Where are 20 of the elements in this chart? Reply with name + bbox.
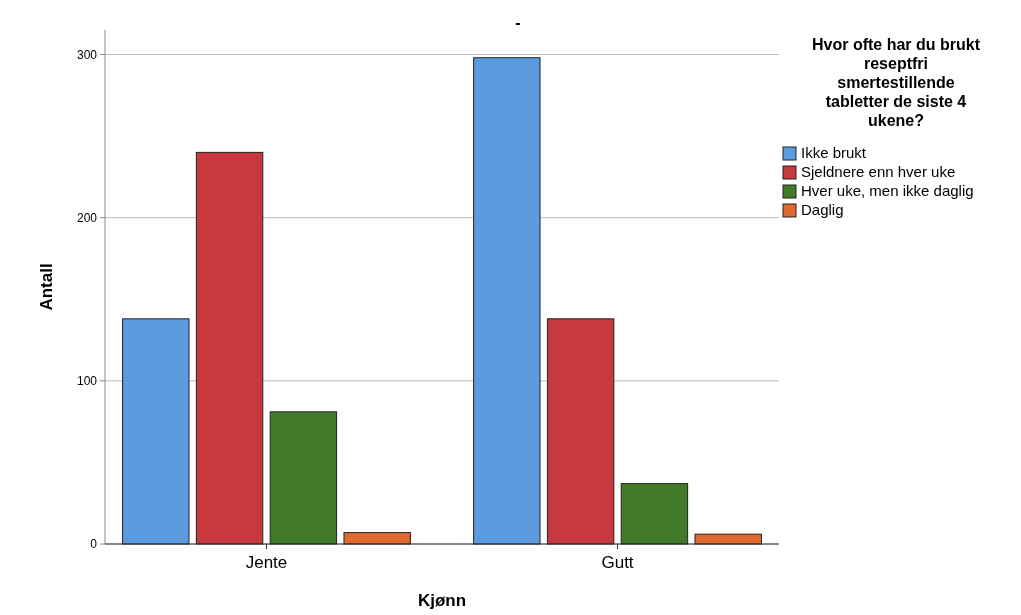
x-tick-label: Jente — [245, 553, 288, 572]
legend-label: Ikke brukt — [801, 144, 867, 161]
y-axis-title: Antall — [37, 263, 56, 311]
chart-title: - — [515, 14, 521, 31]
y-tick-label: 0 — [90, 537, 98, 552]
y-tick-label: 100 — [76, 374, 98, 389]
x-axis-title: Kjønn — [417, 591, 467, 610]
x-tick-label: Gutt — [601, 553, 634, 572]
legend-title: Hvor ofte har du brukt reseptfri smertestillende tabletter de siste 4 ukene? — [811, 36, 981, 129]
legend-label: Daglig — [801, 201, 844, 218]
bar — [269, 411, 338, 545]
legend-label: Sjeldnere enn hver uke — [801, 163, 956, 180]
y-tick-label: 200 — [76, 210, 98, 225]
bar — [195, 151, 264, 545]
y-tick-label: 300 — [76, 47, 98, 62]
bar — [620, 483, 689, 545]
legend-label: Hver uke, men ikke daglig — [801, 182, 974, 199]
bar — [473, 57, 541, 545]
bar — [122, 318, 190, 545]
bar — [546, 318, 615, 545]
